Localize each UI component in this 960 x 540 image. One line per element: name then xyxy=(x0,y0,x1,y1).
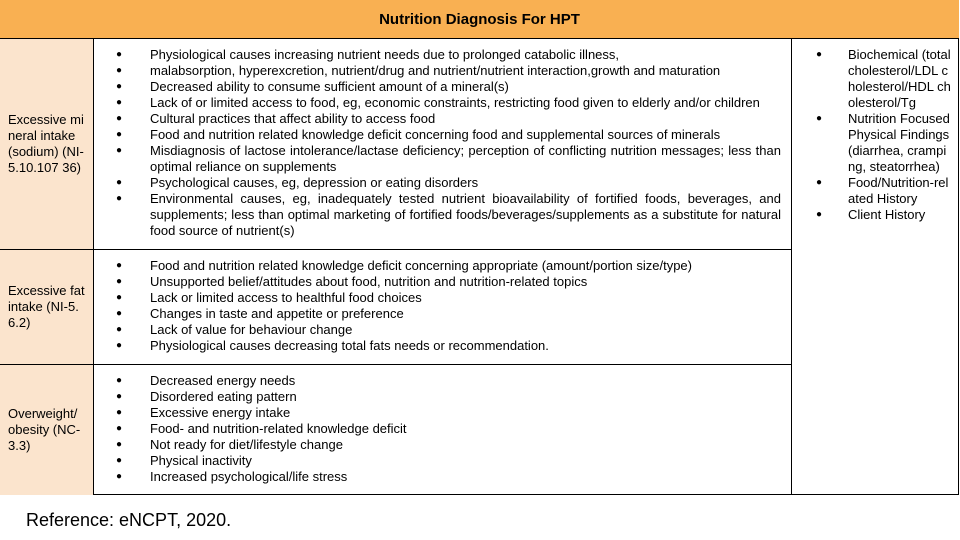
list-item: Physiological causes increasing nutrient… xyxy=(116,47,781,63)
table-title-text: Nutrition Diagnosis For HPT xyxy=(379,10,580,28)
list-item: Environmental causes, eg, inadequately t… xyxy=(116,191,781,239)
table-title: Nutrition Diagnosis For HPT xyxy=(0,0,959,39)
list-item: Food and nutrition related knowledge def… xyxy=(116,258,781,274)
list-item: Physical inactivity xyxy=(116,453,781,469)
diagnosis-cell-obesity: Overweight/ obesity (NC-3.3) xyxy=(0,365,94,495)
list-item: Decreased energy needs xyxy=(116,373,781,389)
list-item: Cultural practices that affect ability t… xyxy=(116,111,781,127)
diagnosis-cell-fat: Excessive fat intake (NI-5.6.2) xyxy=(0,250,94,365)
reference-text: Reference: eNCPT, 2020. xyxy=(26,510,232,530)
list-item: Excessive energy intake xyxy=(116,405,781,421)
indicators-list: Biochemical (total cholesterol/LDL chole… xyxy=(816,47,953,223)
list-item: Increased psychological/life stress xyxy=(116,469,781,485)
list-item: Changes in taste and appetite or prefere… xyxy=(116,306,781,322)
list-item: Food and nutrition related knowledge def… xyxy=(116,127,781,143)
list-item: Food- and nutrition-related knowledge de… xyxy=(116,421,781,437)
list-item: Not ready for diet/lifestyle change xyxy=(116,437,781,453)
list-item: Client History xyxy=(816,207,953,223)
list-item: Lack or limited access to healthful food… xyxy=(116,290,781,306)
causes-cell-mineral: Physiological causes increasing nutrient… xyxy=(94,39,792,250)
list-item: Food/Nutrition-related History xyxy=(816,175,953,207)
list-item: Lack of or limited access to food, eg, e… xyxy=(116,95,781,111)
diagnosis-label: Excessive fat intake (NI-5.6.2) xyxy=(8,283,85,330)
list-item: malabsorption, hyperexcretion, nutrient/… xyxy=(116,63,781,79)
causes-list: Food and nutrition related knowledge def… xyxy=(116,258,781,354)
diagnosis-label: Excessive mineral intake (sodium) (NI-5.… xyxy=(8,112,84,175)
causes-cell-fat: Food and nutrition related knowledge def… xyxy=(94,250,792,365)
list-item: Lack of value for behaviour change xyxy=(116,322,781,338)
list-item: Disordered eating pattern xyxy=(116,389,781,405)
diagnosis-cell-mineral: Excessive mineral intake (sodium) (NI-5.… xyxy=(0,39,94,250)
causes-cell-obesity: Decreased energy needs Disordered eating… xyxy=(94,365,792,495)
causes-list: Decreased energy needs Disordered eating… xyxy=(116,373,781,485)
indicators-cell: Biochemical (total cholesterol/LDL chole… xyxy=(792,39,959,494)
causes-list: Physiological causes increasing nutrient… xyxy=(116,47,781,239)
list-item: Biochemical (total cholesterol/LDL chole… xyxy=(816,47,953,111)
list-item: Psychological causes, eg, depression or … xyxy=(116,175,781,191)
list-item: Misdiagnosis of lactose intolerance/lact… xyxy=(116,143,781,175)
diagnosis-table xyxy=(0,0,959,495)
list-item: Decreased ability to consume sufficient … xyxy=(116,79,781,95)
list-item: Nutrition Focused Physical Findings (dia… xyxy=(816,111,953,175)
diagnosis-label: Overweight/ obesity (NC-3.3) xyxy=(8,406,81,453)
list-item: Physiological causes decreasing total fa… xyxy=(116,338,781,354)
list-item: Unsupported belief/attitudes about food,… xyxy=(116,274,781,290)
